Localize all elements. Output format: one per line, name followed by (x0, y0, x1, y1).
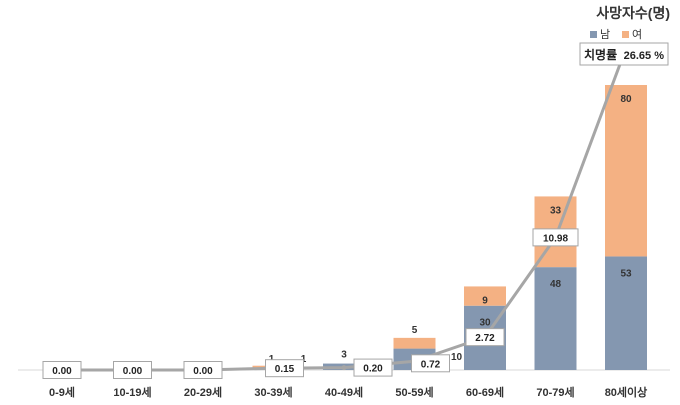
x-tick-label: 70-79세 (536, 385, 574, 399)
rate-value-box: 0.72 (411, 354, 450, 373)
female-value-label: 33 (550, 205, 562, 216)
female-value-label: 9 (482, 295, 488, 306)
rate-value-label: 0.00 (52, 366, 72, 377)
rate-value-box: 0.20 (353, 358, 393, 377)
x-tick-label: 50-59세 (395, 385, 433, 399)
male-value-label: 3 (341, 350, 347, 361)
x-tick-label: 20-29세 (184, 385, 222, 399)
female-value-label: 80 (620, 94, 632, 105)
bar-female (464, 286, 506, 306)
chart-title: 사망자수(명) (596, 5, 670, 21)
rate-value-label: 0.15 (275, 364, 295, 375)
bar-female (605, 85, 647, 257)
x-tick-label: 80세이상 (605, 385, 648, 399)
x-tick-label: 10-19세 (113, 385, 151, 399)
bar-female (393, 337, 436, 349)
rate-value-label: 0.00 (193, 366, 213, 377)
rate-line-group: 0.00 0.00 0.00 0.15 0.20 0.72 2.72 10.98 치명률 26.6… (42, 42, 669, 379)
rate-callout: 치명률 26.65 % (579, 42, 669, 66)
rate-value-box: 0.00 (42, 361, 82, 379)
rate-value-box: 0.15 (265, 359, 304, 378)
rate-value-box: 2.72 (465, 328, 505, 347)
callout-series-name: 치명률 (584, 47, 617, 62)
male-value-label: 53 (620, 268, 632, 279)
bars-group (252, 85, 647, 370)
callout-value: 26.65 % (624, 50, 665, 62)
male-value-label: 48 (550, 279, 562, 290)
legend-label: 여 (632, 28, 642, 41)
rate-value-box: 10.98 (532, 228, 579, 247)
female-value-label: 5 (412, 325, 418, 336)
x-tick-label: 0-9세 (49, 385, 75, 399)
male-value-label: 30 (479, 318, 491, 329)
bar-male (605, 256, 647, 370)
rate-value-label: 0.00 (123, 366, 143, 377)
legend-swatch (590, 31, 597, 38)
legend-swatch (622, 31, 629, 38)
rate-point (341, 365, 347, 371)
bar-male (534, 267, 577, 370)
rate-value-label: 10.98 (543, 233, 568, 244)
x-tick-label: 60-69세 (466, 385, 504, 399)
rate-value-label: 0.20 (363, 364, 383, 375)
male-value-label: 10 (451, 352, 463, 363)
x-tick-label: 40-49세 (325, 385, 363, 399)
rate-value-box: 0.00 (183, 361, 223, 379)
x-tick-labels: 0-9세 10-19세 20-29세 30-39세 40-49세 50-59세 60-69세… (49, 385, 647, 399)
rate-value-box: 0.00 (113, 361, 152, 379)
legend-label: 남 (600, 28, 610, 41)
rate-value-label: 0.72 (421, 359, 441, 370)
rate-value-label: 2.72 (475, 333, 495, 344)
x-tick-label: 30-39세 (254, 385, 292, 399)
